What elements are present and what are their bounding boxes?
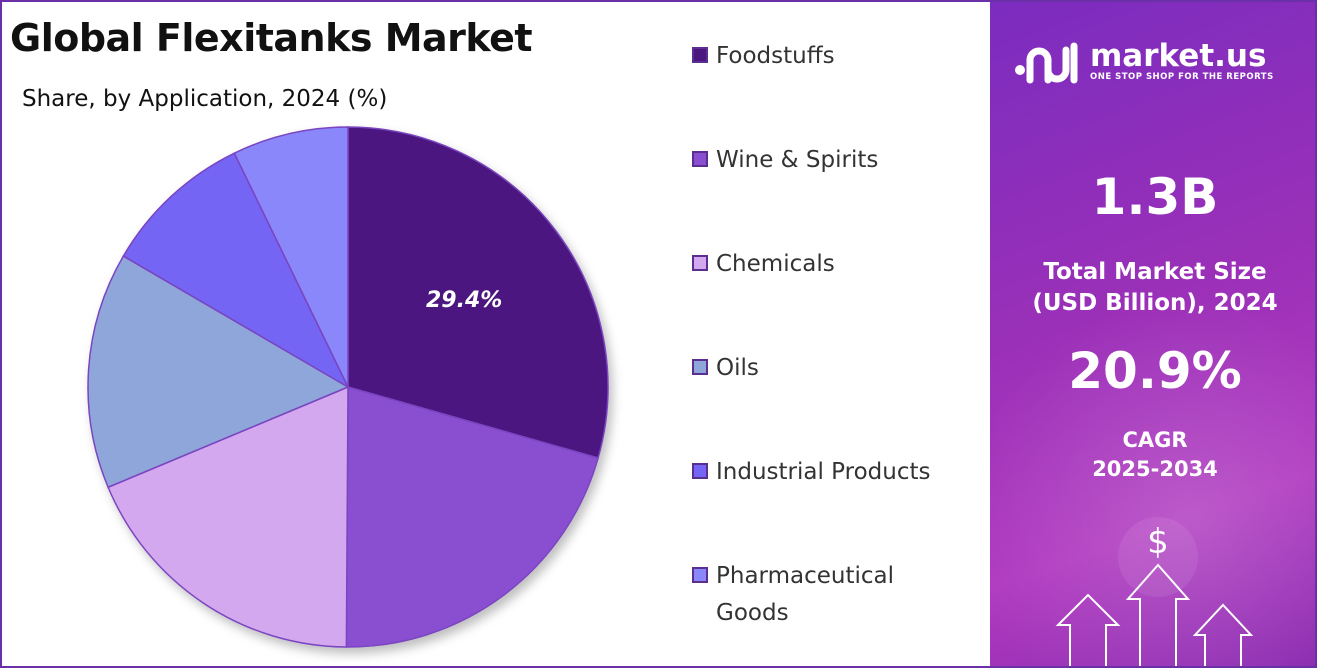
brand-tagline: ONE STOP SHOP FOR THE REPORTS [1090, 72, 1274, 82]
chart-title: Global Flexitanks Market [10, 16, 533, 60]
brand-name: market.us [1090, 38, 1267, 74]
pie-slice-industrial-products [122, 152, 350, 389]
pie-slice-pharmaceutical-goods [233, 126, 349, 388]
legend-swatch [692, 359, 708, 375]
pie-data-label-foodstuffs: 29.4% [426, 288, 502, 313]
legend-item-wine-and-spirits: Wine & Spirits [692, 142, 956, 179]
chart-subtitle: Share, by Application, 2024 (%) [22, 86, 388, 112]
growth-arrows-icon: $ [1055, 517, 1254, 666]
market-us-logo-icon [1015, 42, 1078, 84]
legend-label: Industrial Products [716, 459, 931, 485]
legend-item-chemicals: Chemicals [692, 246, 956, 283]
pie-slice-wine-and-spirits [345, 386, 600, 648]
pie-slice-chemicals [107, 385, 349, 648]
legend-swatch [692, 47, 708, 63]
market-size-value: 1.3B [1091, 168, 1219, 226]
market-size-label-line2: (USD Billion), 2024 [1032, 290, 1278, 316]
cagr-label-line1: CAGR [1122, 428, 1188, 452]
chart-panel: Global Flexitanks Market Share, by Appli… [2, 2, 987, 666]
legend-item-industrial-products: Industrial Products [692, 454, 956, 491]
legend-label: Foodstuffs [716, 43, 835, 69]
legend-label: Pharmaceutical Goods [716, 563, 895, 626]
market-size-label-line1: Total Market Size [1043, 259, 1267, 285]
legend-label: Chemicals [716, 251, 835, 277]
pie-chart: 29.4% [87, 126, 609, 648]
cagr-label-line2: 2025-2034 [1092, 457, 1218, 481]
pie-slice-oils [87, 255, 350, 489]
stats-panel: market.us ONE STOP SHOP FOR THE REPORTS … [987, 2, 1315, 666]
pie-slice-foodstuffs [347, 126, 609, 459]
legend-label: Oils [716, 355, 759, 381]
brand-logo: market.us ONE STOP SHOP FOR THE REPORTS [1012, 36, 1274, 86]
legend-swatch [692, 463, 708, 479]
legend-swatch [692, 255, 708, 271]
legend-item-pharmaceutical-goods: Pharmaceutical Goods [692, 558, 956, 632]
legend-swatch [692, 151, 708, 167]
legend-label: Wine & Spirits [716, 147, 879, 173]
legend-item-oils: Oils [692, 350, 956, 387]
dollar-sign-icon: $ [1147, 522, 1169, 562]
cagr-value: 20.9% [1068, 342, 1242, 400]
legend-swatch [692, 567, 708, 583]
legend-item-foodstuffs: Foodstuffs [692, 38, 956, 75]
